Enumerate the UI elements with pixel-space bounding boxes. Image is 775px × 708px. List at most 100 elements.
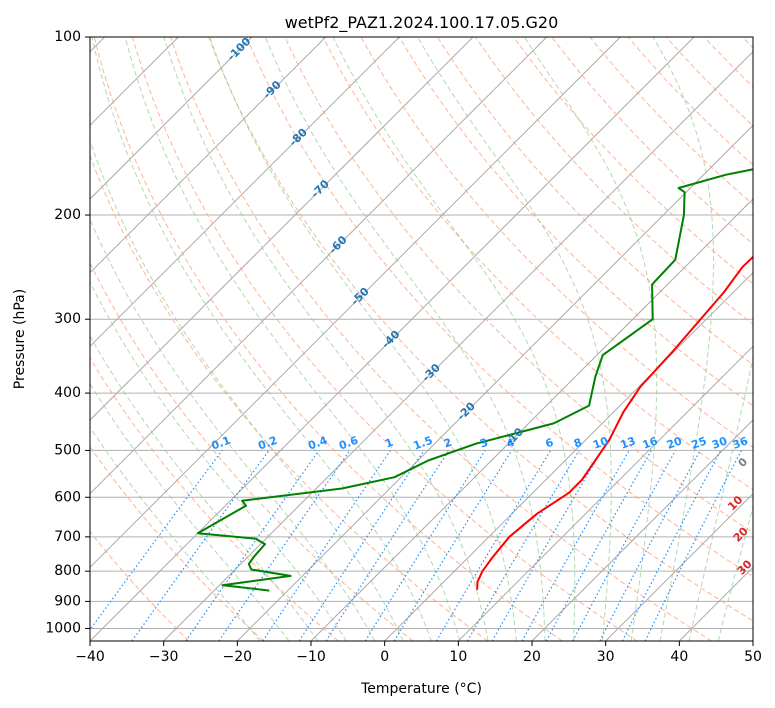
dry-adiabat-line bbox=[90, 530, 190, 641]
isotherm-line bbox=[90, 37, 474, 421]
mixing-ratio-label: 0.4 bbox=[306, 434, 329, 453]
x-axis-label: Temperature (°C) bbox=[360, 681, 482, 697]
x-tick-label: −40 bbox=[75, 649, 105, 665]
y-tick-label: 300 bbox=[54, 311, 81, 327]
dry-adiabat-line bbox=[90, 261, 414, 641]
moist-adiabat-line bbox=[688, 355, 753, 641]
moist-adiabat-line bbox=[90, 382, 290, 641]
isotherm-line bbox=[90, 37, 695, 641]
y-tick-label: 900 bbox=[54, 593, 81, 609]
moist-adiabat-line bbox=[163, 37, 489, 641]
mixing-ratio-label: 20 bbox=[665, 434, 684, 452]
y-tick-label: 1000 bbox=[45, 620, 81, 636]
moist-adiabat-line bbox=[417, 37, 612, 641]
mixing-ratio-label: 4 bbox=[505, 436, 517, 451]
mixing-ratio-label: 30 bbox=[710, 434, 729, 452]
isotherm-line bbox=[605, 492, 753, 641]
dewpoint-profile-line bbox=[196, 168, 753, 592]
mixing-ratio-label: 10 bbox=[591, 434, 610, 452]
mixing-ratio-label: 0.2 bbox=[256, 434, 279, 453]
dry-adiabat-line bbox=[90, 357, 339, 641]
mixing-ratio-label: 1.5 bbox=[412, 434, 435, 453]
mixing-ratio-line bbox=[393, 450, 513, 641]
plot-frame bbox=[89, 36, 754, 642]
inline-labels: 0.1 0.2 0.4 0.6 1 1.5 2 3 4 6 8 10 13 16 20 25 30 36-100-… bbox=[210, 37, 770, 607]
y-axis-label: Pressure (hPa) bbox=[12, 289, 28, 389]
isotherm-line bbox=[531, 419, 753, 641]
isotherm-line bbox=[90, 37, 400, 348]
moist-adiabat-line bbox=[332, 37, 576, 641]
isotherm-line bbox=[384, 271, 753, 641]
x-tick-label: 30 bbox=[597, 649, 615, 665]
x-axis: −40 −30 −20 −10 0 10 20 30 40 50 bbox=[75, 641, 762, 665]
mixing-ratio-line bbox=[435, 450, 552, 641]
mixing-ratio-line bbox=[491, 450, 603, 641]
mixing-ratio-label: 36 bbox=[731, 434, 750, 452]
mixing-ratio-line bbox=[90, 450, 223, 631]
moist-adiabat-line bbox=[90, 281, 347, 641]
series-layer bbox=[196, 168, 753, 592]
dry-adiabat-line bbox=[475, 37, 753, 325]
dry-adiabat-line bbox=[246, 37, 753, 577]
dry-adiabat-line bbox=[170, 37, 712, 641]
dry-adiabat-line bbox=[208, 37, 753, 622]
x-tick-label: 40 bbox=[670, 649, 688, 665]
moist-adiabat-line bbox=[124, 37, 461, 641]
moist-adiabat-line bbox=[264, 37, 546, 641]
y-tick-label: 600 bbox=[54, 489, 81, 505]
isotherm-line bbox=[457, 345, 753, 641]
moist-adiabat-line bbox=[91, 37, 432, 641]
moist-adiabat-line bbox=[90, 335, 319, 641]
moist-adiabat-line bbox=[523, 37, 658, 641]
isotherm-line bbox=[90, 37, 548, 495]
moist-adiabat-line bbox=[90, 217, 376, 641]
mixing-ratio-label: 8 bbox=[572, 436, 584, 451]
chart-title: wetPf2_PAZ1.2024.100.17.05.G20 bbox=[285, 13, 559, 33]
mixing-ratio-line bbox=[466, 450, 580, 641]
mixing-ratio-label: 2 bbox=[442, 436, 454, 451]
isotherm-line bbox=[90, 37, 621, 569]
dry-adiabat-line bbox=[551, 37, 753, 245]
background-lines bbox=[90, 37, 753, 641]
dry-adiabat-line bbox=[436, 37, 753, 366]
mixing-ratio-line bbox=[131, 450, 270, 641]
x-tick-label: 20 bbox=[523, 649, 541, 665]
mixing-ratio-line bbox=[218, 450, 351, 641]
isotherm-line bbox=[90, 37, 327, 274]
y-tick-label: 100 bbox=[54, 29, 81, 45]
isotherm-line bbox=[163, 50, 753, 641]
y-tick-label: 200 bbox=[54, 207, 81, 223]
dry-adiabat-line bbox=[398, 37, 753, 407]
mixing-ratio-line bbox=[545, 450, 652, 641]
mixing-ratio-label: 1 bbox=[383, 436, 395, 451]
x-tick-label: 50 bbox=[744, 649, 762, 665]
mixing-ratio-label: 0.6 bbox=[337, 434, 360, 453]
dry-adiabat-line bbox=[284, 37, 753, 534]
dry-adiabat-line bbox=[93, 37, 563, 641]
y-axis: 100 200 300 400 500 600 700 800 900 1000 bbox=[45, 29, 90, 636]
mixing-ratio-label: 6 bbox=[544, 436, 556, 451]
mixing-ratio-label: 3 bbox=[478, 436, 490, 451]
isotherm-line bbox=[236, 124, 753, 641]
isotherm-line bbox=[90, 37, 253, 200]
dry-adiabat-line bbox=[322, 37, 753, 491]
mixing-ratio-line bbox=[325, 450, 450, 641]
moist-adiabat-line bbox=[90, 138, 404, 641]
dry-adiabat-line bbox=[131, 37, 638, 641]
x-tick-label: −30 bbox=[149, 649, 179, 665]
mixing-ratio-label: 13 bbox=[619, 434, 638, 451]
x-tick-label: −10 bbox=[296, 649, 326, 665]
moist-adiabat-label: 40 bbox=[750, 586, 770, 606]
y-tick-label: 500 bbox=[54, 442, 81, 458]
temperature-profile-line bbox=[476, 255, 753, 590]
x-tick-label: −20 bbox=[223, 649, 253, 665]
mixing-ratio-line bbox=[572, 450, 677, 641]
moist-adiabat-line bbox=[717, 505, 753, 641]
moist-adiabat-line bbox=[90, 426, 261, 641]
mixing-ratio-label: 25 bbox=[690, 434, 709, 451]
moist-adiabat-line bbox=[209, 37, 517, 641]
y-tick-label: 400 bbox=[54, 385, 81, 401]
y-tick-label: 800 bbox=[54, 563, 81, 579]
x-tick-label: 10 bbox=[449, 649, 467, 665]
